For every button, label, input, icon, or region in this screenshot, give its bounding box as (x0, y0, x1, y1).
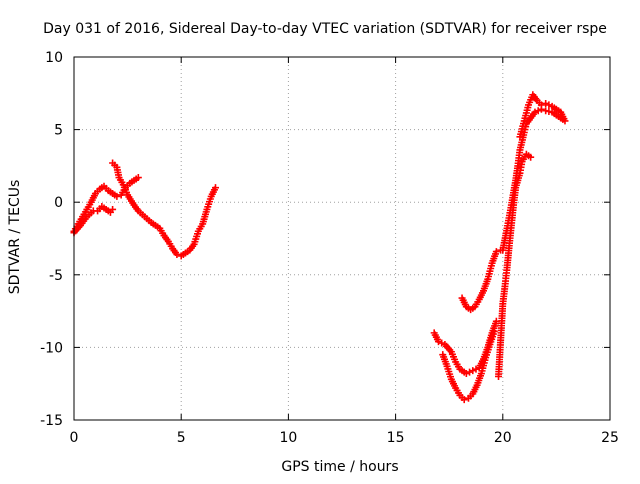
axes: 0 5 10 15 20 25 -15 -10 -5 0 5 10 (40, 50, 619, 446)
data-point (469, 367, 477, 375)
series-arc (439, 327, 498, 404)
data-point (460, 396, 468, 404)
data-point (542, 99, 550, 107)
x-tick-label: 25 (601, 430, 619, 446)
data-point (492, 248, 500, 256)
data-point (113, 192, 121, 200)
chart-title: Day 031 of 2016, Sidereal Day-to-day VTE… (43, 21, 607, 37)
x-tick-label: 0 (70, 430, 79, 446)
data-point (527, 153, 535, 161)
data-point-fill (472, 365, 480, 373)
series-arc (516, 91, 569, 141)
y-tick-label: 5 (54, 123, 63, 139)
data-point-fill (466, 368, 474, 376)
x-axis-label: GPS time / hours (281, 459, 398, 475)
series-arc (458, 246, 505, 314)
data-point (109, 205, 117, 213)
x-tick-label: 5 (177, 430, 186, 446)
grid (74, 57, 610, 420)
data-point (531, 108, 539, 116)
y-tick-label: 10 (45, 50, 63, 66)
data-point (462, 370, 470, 378)
data-point (561, 117, 569, 125)
data-point-fill (534, 107, 542, 115)
data-point (212, 184, 220, 192)
y-tick-label: -10 (40, 340, 63, 356)
y-tick-label: 0 (54, 195, 63, 211)
data-point-fill (545, 101, 553, 109)
series-arc (109, 159, 220, 260)
series-arc (499, 105, 567, 254)
x-tick-label: 10 (279, 430, 297, 446)
x-tick-label: 20 (494, 430, 512, 446)
data-series (70, 91, 569, 404)
data-point (434, 338, 442, 346)
y-axis-label: SDTVAR / TECUs (7, 180, 23, 295)
series-arc (70, 174, 142, 235)
data-point (134, 174, 142, 182)
x-tick-label: 15 (387, 430, 405, 446)
data-point (537, 101, 545, 109)
plot-frame (73, 56, 611, 421)
data-point-fill (438, 339, 446, 347)
data-point (490, 327, 498, 335)
data-point (173, 250, 181, 258)
y-tick-label: -15 (40, 413, 63, 429)
y-tick-label: -5 (49, 268, 63, 284)
